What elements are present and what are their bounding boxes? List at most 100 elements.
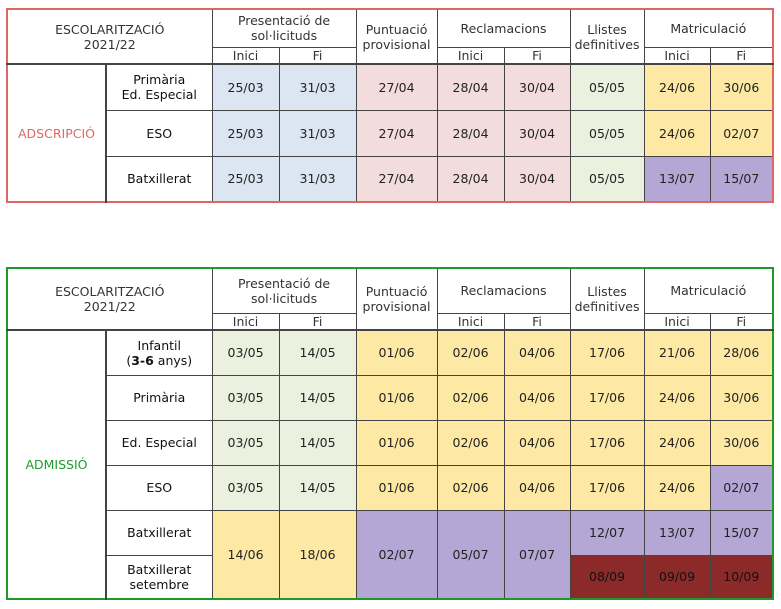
date-cell: 31/03: [278, 155, 357, 203]
row-label-line1: Primària: [133, 72, 186, 88]
paren-open: (: [126, 352, 132, 368]
date-cell: 10/09: [709, 554, 774, 600]
date-cell: 15/07: [709, 509, 774, 556]
adscripcio-label: ADSCRIPCIÓ: [6, 63, 107, 203]
date-cell: 05/05: [569, 63, 645, 111]
date-cell: 28/06: [709, 329, 774, 376]
date-cell: 27/04: [355, 63, 438, 111]
age-unit: anys: [153, 352, 188, 368]
table-row: Ed. Especial 03/05 14/05 01/06 02/06 04/…: [7, 419, 774, 466]
row-label-line2: Ed. Especial: [121, 87, 197, 103]
presentacio-inici-header: Inici: [211, 312, 280, 331]
table-row: ADMISSIÓ Infantil (3-6 anys) 03/05 14/05…: [6, 329, 774, 600]
table-row: Batxillerat setembre 08/09 09/09 10/09: [7, 554, 774, 600]
date-cell: 30/06: [709, 374, 774, 421]
date-cell: 25/03: [211, 109, 280, 157]
reclamacions-fi-header: Fi: [503, 312, 571, 331]
presentacio-fi-header: Fi: [278, 46, 357, 65]
date-cell: 03/05: [211, 419, 280, 466]
reclamacions-header: Reclamacions: [436, 267, 571, 314]
date-cell: 14/05: [278, 464, 357, 511]
year-label: 2021/22: [83, 299, 136, 314]
date-cell: 28/04: [436, 63, 505, 111]
date-cell: 05/05: [569, 109, 645, 157]
date-cell: 03/05: [211, 329, 280, 376]
date-cell: 09/09: [643, 554, 711, 600]
date-cell: 04/06: [503, 464, 571, 511]
date-cell: 01/06: [355, 464, 438, 511]
row-label: Ed. Especial: [105, 419, 213, 466]
row-label: ESO: [105, 109, 213, 157]
date-cell: 28/04: [436, 109, 505, 157]
date-cell: 24/06: [643, 419, 711, 466]
date-cell: 04/06: [503, 329, 571, 376]
date-cell: 02/07: [709, 464, 774, 511]
matriculacio-header: Matriculació: [643, 267, 774, 314]
escolaritzacio-header: ESCOLARITZACIÓ 2021/22: [6, 8, 213, 65]
date-cell: 21/06: [643, 329, 711, 376]
date-cell: 02/06: [436, 374, 505, 421]
table-row: Batxillerat 25/03 31/03 27/04 28/04 30/0…: [7, 155, 774, 203]
adscripcio-table: ESCOLARITZACIÓ 2021/22 Presentació de so…: [6, 8, 775, 203]
presentacio-fi-header: Fi: [278, 312, 357, 331]
presentacio-inici-header: Inici: [211, 46, 280, 65]
reclamacions-inici-header: Inici: [436, 312, 505, 331]
escolaritzacio-title: ESCOLARITZACIÓ: [55, 284, 165, 299]
date-cell: 31/03: [278, 63, 357, 111]
llistes-header: Llistes definitives: [569, 8, 645, 65]
age-range: 3-6: [131, 352, 154, 368]
paren-close: ): [187, 352, 193, 368]
admissio-table: ESCOLARITZACIÓ 2021/22 Presentació de so…: [6, 267, 775, 600]
table-row: Primària 03/05 14/05 01/06 02/06 04/06 1…: [7, 374, 774, 421]
matriculacio-header: Matriculació: [643, 8, 774, 48]
date-cell: 30/04: [503, 155, 571, 203]
date-cell: 05/05: [569, 155, 645, 203]
llistes-header: Llistes definitives: [569, 267, 645, 331]
date-cell: 28/04: [436, 155, 505, 203]
row-label: Primària Ed. Especial: [105, 63, 213, 111]
date-cell: 17/06: [569, 329, 645, 376]
date-cell: 30/04: [503, 63, 571, 111]
date-cell: 27/04: [355, 155, 438, 203]
date-cell: 30/06: [709, 63, 774, 111]
date-cell: 02/06: [436, 419, 505, 466]
row-label-line2: (3-6 anys): [107, 352, 211, 368]
row-label-line1: Infantil: [137, 337, 181, 353]
date-cell: 02/07: [709, 109, 774, 157]
row-label: ESO: [105, 464, 213, 511]
matriculacio-fi-header: Fi: [709, 46, 774, 65]
matriculacio-fi-header: Fi: [709, 312, 774, 331]
row-label-line2: setembre: [129, 576, 189, 592]
date-cell: 27/04: [355, 109, 438, 157]
date-cell: 08/09: [569, 554, 645, 600]
date-cell: 14/05: [278, 374, 357, 421]
date-cell: 14/05: [278, 419, 357, 466]
date-cell: 18/06: [278, 509, 357, 600]
admissio-label: ADMISSIÓ: [6, 329, 107, 600]
row-label: Batxillerat: [105, 155, 213, 203]
puntuacio-header: Puntuació provisional: [355, 267, 438, 331]
date-cell: 25/03: [211, 155, 280, 203]
date-cell: 13/07: [643, 155, 711, 203]
date-cell: 24/06: [643, 374, 711, 421]
row-label: Batxillerat: [105, 509, 213, 556]
date-cell: 31/03: [278, 109, 357, 157]
row-label: Infantil (3-6 anys): [105, 329, 213, 376]
date-cell: 03/05: [211, 464, 280, 511]
matriculacio-inici-header: Inici: [643, 46, 711, 65]
date-cell: 17/06: [569, 464, 645, 511]
date-cell: 24/06: [643, 464, 711, 511]
date-cell: 03/05: [211, 374, 280, 421]
date-cell: 15/07: [709, 155, 774, 203]
date-cell: 01/06: [355, 419, 438, 466]
matriculacio-inici-header: Inici: [643, 312, 711, 331]
reclamacions-header: Reclamacions: [436, 8, 571, 48]
date-cell: 04/06: [503, 419, 571, 466]
date-cell: 14/05: [278, 329, 357, 376]
table-row: ADSCRIPCIÓ Primària Ed. Especial 25/03 3…: [6, 63, 774, 203]
reclamacions-inici-header: Inici: [436, 46, 505, 65]
presentacio-header: Presentació de sol·licituds: [211, 267, 357, 314]
date-cell: 17/06: [569, 419, 645, 466]
date-cell: 02/07: [355, 509, 438, 600]
row-label-line1: Batxillerat: [127, 561, 192, 577]
